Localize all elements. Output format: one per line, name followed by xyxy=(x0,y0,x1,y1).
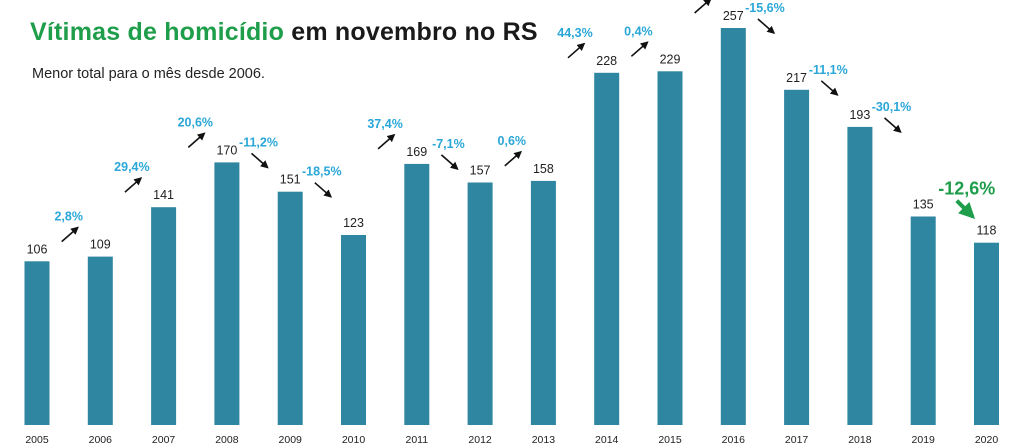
change-label-2017: -15,6% xyxy=(745,1,785,15)
value-label-2013: 158 xyxy=(533,162,554,176)
value-label-2007: 141 xyxy=(153,188,174,202)
labels-layer: 106 2005 109 2006 141 2007 170 2008 151 2009 123 20… xyxy=(25,9,998,446)
change-label-2006: 2,8% xyxy=(54,210,83,224)
x-tick-2006: 2006 xyxy=(89,434,113,446)
change-arrow-2009 xyxy=(250,152,269,169)
bar-2008 xyxy=(214,162,240,425)
value-label-2017: 217 xyxy=(786,71,807,85)
change-label-2009: -11,2% xyxy=(239,135,278,149)
chart-title: Vítimas de homicídio em novembro no RS xyxy=(30,18,538,47)
x-tick-2015: 2015 xyxy=(658,434,682,446)
bar-2011 xyxy=(404,163,430,425)
value-label-2010: 123 xyxy=(343,216,364,230)
change-arrow-2017 xyxy=(757,18,776,35)
x-tick-2009: 2009 xyxy=(279,434,303,446)
change-arrow-2015 xyxy=(630,41,649,57)
value-label-2005: 106 xyxy=(27,242,48,256)
x-tick-2016: 2016 xyxy=(722,434,746,446)
change-arrow-2007 xyxy=(124,177,143,193)
bar-2014 xyxy=(594,72,620,426)
change-arrow-2008 xyxy=(187,132,206,149)
change-label-2015: 0,4% xyxy=(624,24,653,38)
chart-title-highlight: Vítimas de homicídio xyxy=(30,18,285,46)
bar-2015 xyxy=(657,71,683,426)
change-label-2013: 0,6% xyxy=(498,134,527,148)
x-tick-2007: 2007 xyxy=(152,434,176,446)
bar-2010 xyxy=(341,235,366,425)
bar-2005 xyxy=(24,261,50,425)
value-label-2019: 135 xyxy=(913,198,934,212)
x-tick-2011: 2011 xyxy=(406,434,429,446)
value-label-2018: 193 xyxy=(849,108,870,122)
x-tick-2005: 2005 xyxy=(25,434,49,446)
change-label-2019: -30,1% xyxy=(872,100,912,114)
change-label-2007: 29,4% xyxy=(114,160,149,174)
bar-2016 xyxy=(720,28,746,425)
change-arrow-2020 xyxy=(955,199,976,219)
x-tick-2013: 2013 xyxy=(532,434,556,446)
bar-2006 xyxy=(87,256,113,425)
value-label-2006: 109 xyxy=(90,238,111,252)
changes-layer: 2,8% 29,4% 20,6% -11,2% -18,5% 37,4% -7,1% 0,6%… xyxy=(54,0,995,243)
value-label-2016: 257 xyxy=(723,9,744,23)
change-arrow-2006 xyxy=(61,226,79,243)
change-label-2011: 37,4% xyxy=(367,117,402,131)
change-arrow-2010 xyxy=(314,182,333,198)
change-arrow-2013 xyxy=(504,150,523,167)
chart-subtitle: Menor total para o mês desde 2006. xyxy=(32,66,265,82)
value-label-2009: 151 xyxy=(280,173,301,187)
x-tick-2010: 2010 xyxy=(342,434,366,446)
x-tick-2014: 2014 xyxy=(595,434,619,446)
x-tick-2020: 2020 xyxy=(975,434,999,446)
bar-2017 xyxy=(784,89,810,426)
bar-2018 xyxy=(847,126,873,426)
change-arrow-2011 xyxy=(377,133,396,150)
bar-2013 xyxy=(530,180,556,425)
change-arrow-2019 xyxy=(883,117,902,133)
value-label-2012: 157 xyxy=(470,164,491,178)
change-label-2012: -7,1% xyxy=(432,137,465,151)
bar-2012 xyxy=(467,182,493,425)
x-tick-2008: 2008 xyxy=(215,434,239,446)
x-tick-2017: 2017 xyxy=(785,434,809,446)
x-tick-2019: 2019 xyxy=(912,434,936,446)
bar-2009 xyxy=(277,191,303,425)
change-arrow-2018 xyxy=(820,80,839,96)
change-label-2008: 20,6% xyxy=(178,115,213,129)
change-label-2014: 44,3% xyxy=(557,26,592,40)
change-arrow-2016 xyxy=(694,0,712,14)
x-tick-2018: 2018 xyxy=(848,434,872,446)
x-tick-2012: 2012 xyxy=(468,434,492,446)
value-label-2015: 229 xyxy=(660,52,681,66)
value-label-2011: 169 xyxy=(406,145,427,159)
value-label-2008: 170 xyxy=(216,143,237,157)
value-label-2014: 228 xyxy=(596,54,617,68)
bar-2007 xyxy=(151,207,177,425)
chart-title-rest: em novembro no RS xyxy=(291,18,538,46)
change-label-2020: -12,6% xyxy=(938,179,995,199)
bar-2020 xyxy=(974,242,999,425)
change-arrow-2014 xyxy=(567,42,586,59)
bars-layer xyxy=(24,28,999,426)
change-arrow-2012 xyxy=(440,154,459,170)
value-label-2020: 118 xyxy=(977,224,997,238)
bar-2019 xyxy=(910,216,936,425)
change-label-2018: -11,1% xyxy=(809,63,848,77)
change-label-2010: -18,5% xyxy=(302,165,342,179)
